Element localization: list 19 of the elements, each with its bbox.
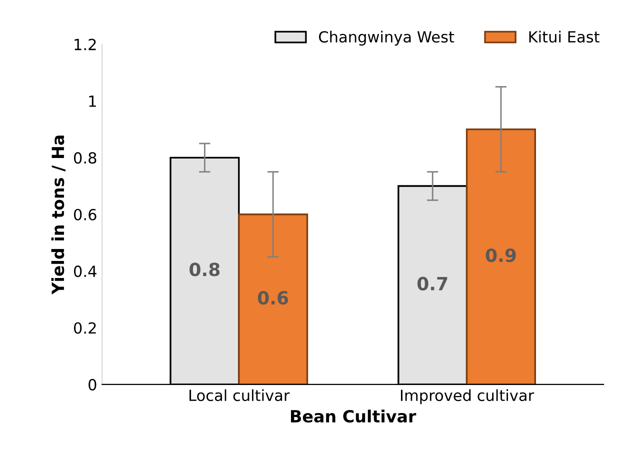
data-label: 0.8 [190, 262, 220, 276]
y-tick-label: 1.2 [74, 38, 96, 50]
x-tick-label: Local cultivar [190, 389, 290, 402]
data-label: 0.6 [258, 290, 288, 305]
x-tick-label: Improved cultivar [400, 389, 534, 404]
data-label: 0.9 [486, 248, 516, 262]
y-tick-label: 1 [89, 96, 96, 107]
bar [238, 214, 308, 384]
y-tick-label: 0 [88, 378, 96, 390]
legend-label: Kitui East [529, 30, 600, 43]
y-axis-title: Yield in tons / Ha [51, 136, 66, 295]
y-tick-label: 0.2 [74, 322, 96, 334]
bar [466, 128, 536, 384]
data-label: 0.7 [417, 276, 448, 290]
y-tick-label: 0.6 [74, 208, 96, 220]
legend-label: Changwinya West [318, 30, 454, 46]
y-tick-label: 0.4 [74, 266, 96, 278]
y-tick-label: 0.8 [74, 152, 96, 164]
x-axis-title: Bean Cultivar [290, 410, 416, 423]
